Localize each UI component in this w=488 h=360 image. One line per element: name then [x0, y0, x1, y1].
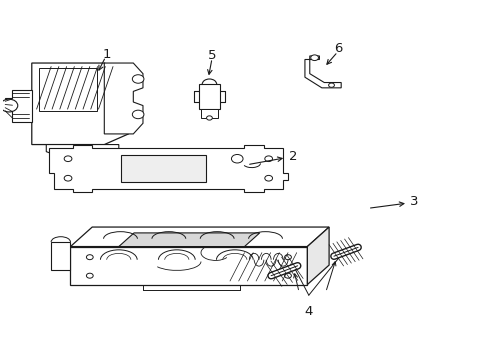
- Polygon shape: [119, 233, 259, 247]
- Polygon shape: [51, 242, 70, 270]
- Circle shape: [284, 273, 291, 278]
- Text: 5: 5: [207, 49, 216, 62]
- Circle shape: [284, 255, 291, 260]
- Polygon shape: [49, 145, 287, 192]
- Circle shape: [64, 156, 72, 162]
- Circle shape: [328, 83, 334, 87]
- Circle shape: [310, 55, 318, 60]
- Polygon shape: [70, 227, 328, 247]
- Polygon shape: [305, 56, 341, 88]
- Circle shape: [132, 110, 143, 119]
- Circle shape: [64, 175, 72, 181]
- Polygon shape: [198, 84, 220, 109]
- Polygon shape: [104, 63, 142, 134]
- Text: 4: 4: [304, 305, 312, 318]
- Polygon shape: [5, 90, 32, 122]
- Circle shape: [86, 255, 93, 260]
- Polygon shape: [121, 155, 205, 183]
- Circle shape: [132, 75, 143, 83]
- Circle shape: [86, 273, 93, 278]
- Polygon shape: [201, 109, 218, 118]
- Polygon shape: [46, 145, 119, 159]
- Text: 2: 2: [288, 150, 297, 163]
- Polygon shape: [32, 63, 128, 145]
- Text: 3: 3: [409, 195, 418, 208]
- Circle shape: [231, 154, 243, 163]
- Text: 6: 6: [334, 42, 342, 55]
- Circle shape: [264, 175, 272, 181]
- Polygon shape: [70, 247, 307, 284]
- Circle shape: [264, 156, 272, 162]
- Circle shape: [206, 116, 212, 120]
- Text: 1: 1: [102, 48, 111, 61]
- Polygon shape: [307, 227, 328, 284]
- Circle shape: [0, 99, 18, 112]
